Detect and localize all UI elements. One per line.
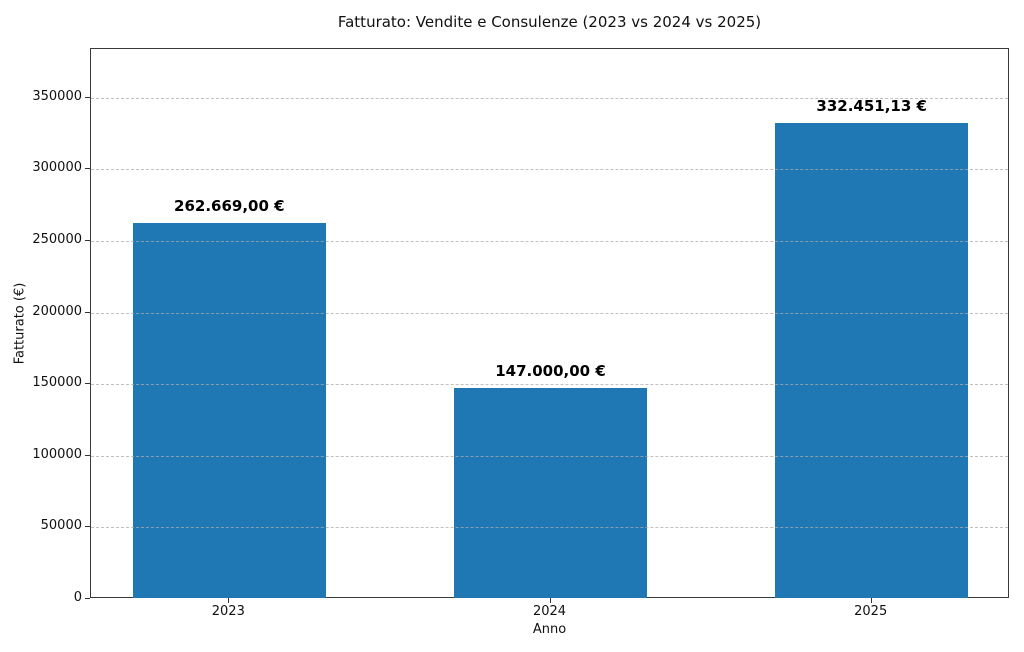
gridline-y-150000 [91, 384, 1008, 386]
ytick-mark-300000 [85, 168, 90, 170]
y-axis-label: Fatturato (€) [12, 282, 28, 365]
bar-2023 [132, 222, 326, 598]
gridline-y-50000 [91, 527, 1008, 529]
ytick-label-150000: 150000 [32, 375, 82, 391]
bar-2025 [775, 122, 969, 598]
ytick-label-250000: 250000 [32, 231, 82, 247]
ytick-mark-100000 [85, 454, 90, 456]
ytick-mark-350000 [85, 96, 90, 98]
ytick-label-200000: 200000 [32, 303, 82, 319]
ytick-label-350000: 350000 [32, 88, 82, 104]
xtick-mark-2023 [228, 598, 230, 603]
ytick-label-300000: 300000 [32, 160, 82, 176]
ytick-label-50000: 50000 [40, 518, 82, 534]
ytick-label-100000: 100000 [32, 446, 82, 462]
xtick-label-2024: 2024 [532, 604, 567, 619]
bar-2024 [454, 388, 647, 598]
bar-value-label-2023: 262.669,00 € [174, 196, 285, 215]
x-axis-label: Anno [532, 622, 567, 637]
bar-value-label-2025: 332.451,13 € [816, 96, 927, 115]
xtick-label-2023: 2023 [211, 604, 245, 619]
gridline-y-350000 [91, 97, 1008, 99]
ytick-mark-0 [85, 598, 90, 599]
gridline-y-200000 [91, 312, 1008, 314]
plot-area: 262.669,00 € 147.000,00 € 332.451,13 € [90, 48, 1009, 598]
xtick-mark-2024 [549, 598, 551, 603]
xtick-mark-2025 [870, 598, 872, 603]
gridline-y-250000 [91, 240, 1008, 242]
gridline-y-100000 [91, 455, 1008, 457]
ytick-label-0: 0 [73, 590, 82, 605]
bar-value-label-2024: 147.000,00 € [495, 362, 606, 381]
xtick-label-2025: 2025 [854, 604, 888, 619]
chart-title: Fatturato: Vendite e Consulenze (2023 vs… [337, 13, 762, 31]
ytick-mark-200000 [85, 311, 90, 313]
ytick-mark-250000 [85, 239, 90, 241]
ytick-mark-150000 [85, 383, 90, 385]
ytick-mark-50000 [85, 526, 90, 528]
gridline-y-300000 [91, 169, 1008, 171]
